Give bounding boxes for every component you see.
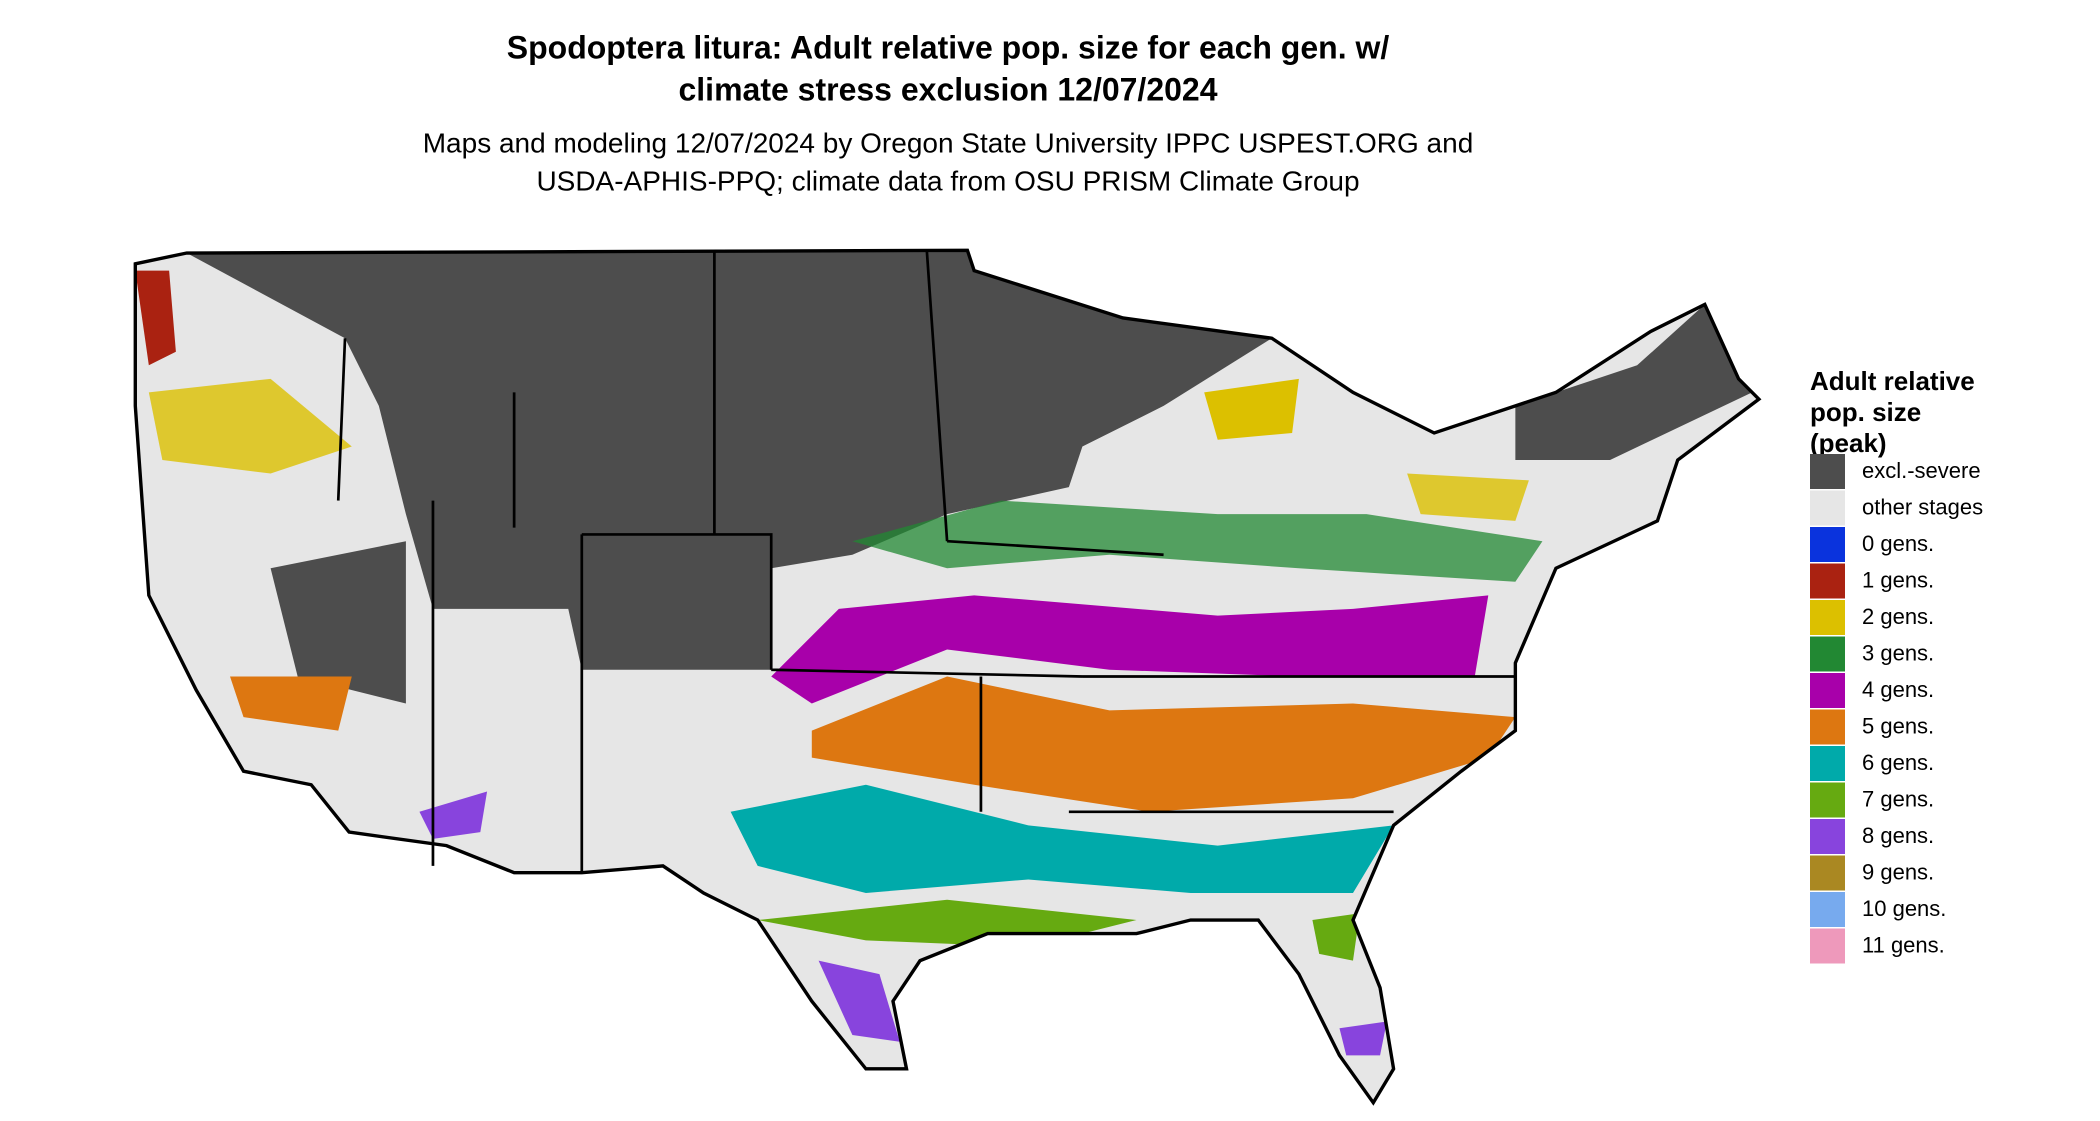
legend-swatch: [1810, 527, 1845, 562]
legend-label: 9 gens.: [1862, 859, 1934, 884]
legend-title: (peak): [1810, 428, 1887, 458]
legend-swatch: [1810, 819, 1845, 854]
legend-label: 7 gens.: [1862, 786, 1934, 811]
gen-area: [811, 676, 1516, 812]
excluded-area: [270, 541, 406, 704]
gen-area: [135, 270, 176, 366]
gen-area: [1312, 913, 1360, 961]
legend-swatch: [1810, 490, 1845, 526]
legend-title: Adult relative: [1810, 366, 1975, 396]
legend-swatch: [1810, 855, 1845, 891]
legend-swatch: [1810, 746, 1845, 781]
gen-area: [1204, 378, 1299, 440]
legend-label: 5 gens.: [1862, 713, 1934, 738]
legend-swatch: [1810, 673, 1845, 708]
legend-swatch: [1810, 454, 1845, 489]
subtitle: Maps and modeling 12/07/2024 by Oregon S…: [423, 127, 1474, 158]
legend-title: pop. size: [1810, 397, 1921, 427]
gen-area: [148, 378, 352, 474]
legend-label: 10 gens.: [1862, 896, 1946, 921]
excluded-area: [186, 250, 1272, 670]
legend-label: 6 gens.: [1862, 750, 1934, 775]
gen-area: [1407, 473, 1529, 521]
legend-swatch: [1810, 928, 1845, 964]
title: Spodoptera litura: Adult relative pop. s…: [507, 29, 1390, 65]
legend-label: excl.-severe: [1862, 458, 1981, 483]
state-border: [336, 250, 1516, 873]
legend-swatch: [1810, 709, 1845, 745]
legend-swatch: [1810, 782, 1845, 818]
legend-label: 11 gens.: [1862, 932, 1945, 957]
legend-swatch: [1810, 600, 1845, 635]
gen-area: [230, 676, 352, 731]
legend-label: other stages: [1862, 494, 1983, 519]
gen-area: [1339, 1021, 1387, 1056]
legend-label: 8 gens.: [1862, 823, 1934, 848]
legend-label: 2 gens.: [1862, 604, 1934, 629]
legend-label: 4 gens.: [1862, 677, 1934, 702]
title: climate stress exclusion 12/07/2024: [678, 71, 1217, 107]
gen-area: [730, 784, 1394, 893]
us-map: [133, 248, 1761, 1105]
gen-area: [818, 960, 900, 1042]
legend-label: 1 gens.: [1862, 567, 1934, 592]
legend-swatch: [1810, 892, 1845, 927]
gen-area: [852, 500, 1543, 582]
legend-label: 3 gens.: [1862, 640, 1934, 665]
legend-swatch: [1810, 636, 1845, 672]
excluded-area: [1515, 304, 1753, 461]
gen-area: [419, 791, 488, 839]
subtitle: USDA-APHIS-PPQ; climate data from OSU PR…: [536, 165, 1359, 196]
legend-label: 0 gens.: [1862, 531, 1934, 556]
legend-swatch: [1810, 563, 1845, 599]
